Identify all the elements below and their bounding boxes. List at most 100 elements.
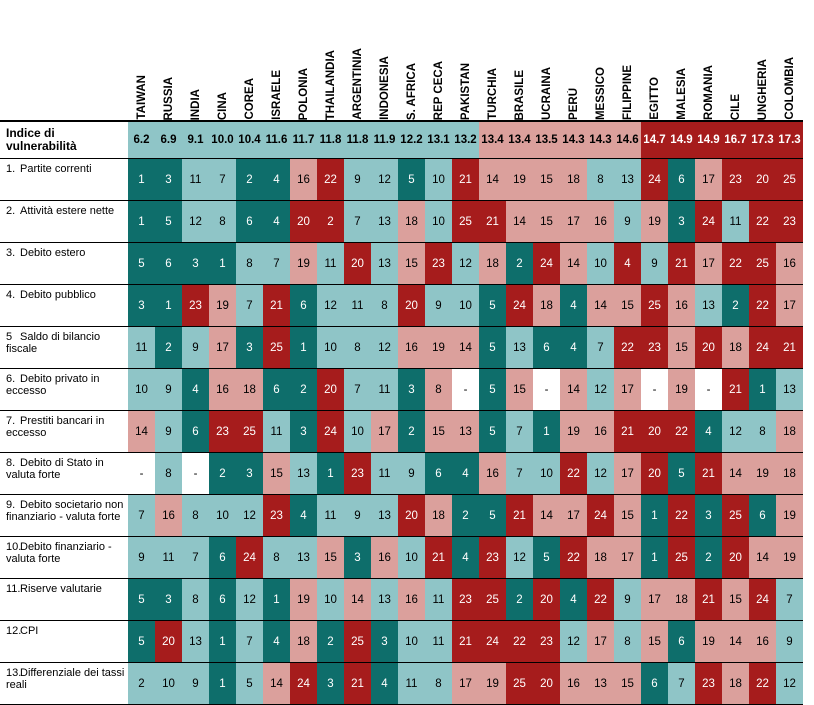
rank-cell: 15 [641,620,668,663]
rank-cell: 13 [290,536,317,579]
rank-cell: 17 [560,494,587,537]
country-header: UCRAINA [533,0,560,122]
rank-cell: 4 [371,662,398,705]
rank-cell: 11 [317,242,344,285]
indicator-row: 2. Attività estere nette 1 5 12 8 6 4 20 2 7 13 18 10… [0,200,803,243]
rank-cell: 4 [560,578,587,621]
country-header: POLONIA [290,0,317,122]
rank-cell: 25 [506,662,533,705]
rank-cell: 24 [587,494,614,537]
rank-cell: 12 [587,452,614,495]
rank-cell: 21 [452,620,479,663]
rank-cell: 13 [371,578,398,621]
rank-cell: 24 [533,242,560,285]
country-header: BRASILE [506,0,533,122]
rank-cell: 23 [452,578,479,621]
rank-cell: 2 [155,326,182,369]
rank-cell: 9 [614,578,641,621]
rank-cell: 15 [425,410,452,453]
rank-cell: 3 [290,410,317,453]
rank-cell: - [182,452,209,495]
rank-cell: 24 [236,536,263,579]
rank-cell: 20 [533,578,560,621]
rank-cell: 1 [749,368,776,411]
rank-cell: 21 [425,536,452,579]
country-label: UNGHERIA [756,58,769,120]
rank-cell: 12 [371,326,398,369]
indicator-row: 12.CPI 5 20 13 1 7 4 18 2 25 3 10 11 21 24 22 23 12 17 8 15 6… [0,620,803,663]
rank-cell: 7 [506,410,533,453]
rank-cell: 18 [425,494,452,537]
rank-cell: 9 [344,494,371,537]
rank-cell: 6 [641,662,668,705]
indicator-name: Debito finanziario - valuta forte [6,541,112,565]
indicator-label: 13.Differenziale dei tassi reali [0,662,128,705]
rank-cell: 10 [209,494,236,537]
rank-cell: 16 [587,410,614,453]
rank-cell: 4 [263,200,290,243]
country-header: INDONESIA [371,0,398,122]
rank-cell: 10 [425,158,452,201]
rank-cell: 5 [479,284,506,327]
rank-cell: 14 [560,368,587,411]
rank-cell: 3 [182,242,209,285]
rank-cell: 11 [722,200,749,243]
rank-cell: 9 [182,662,209,705]
rank-cell: 2 [128,662,155,705]
rank-cell: 2 [722,284,749,327]
rank-cell: 17 [371,410,398,453]
rank-cell: 18 [479,242,506,285]
rank-cell: 18 [560,158,587,201]
rank-cell: 8 [587,158,614,201]
rank-cell: 22 [587,578,614,621]
indicator-label: 12.CPI [0,620,128,663]
rank-cell: 23 [344,452,371,495]
rank-cell: 22 [317,158,344,201]
rank-cell: 23 [479,536,506,579]
indicator-label: 3. Debito estero [0,242,128,285]
index-row: Indice di vulnerabilità 6.2 6.9 9.1 10.0 10.4… [0,121,803,159]
country-header: ARGENTINIA [344,0,371,122]
rank-cell: 1 [290,326,317,369]
country-header: COLOMBIA [776,0,803,122]
rank-cell: 1 [209,662,236,705]
rank-cell: 3 [128,284,155,327]
rank-cell: 4 [290,494,317,537]
rank-cell: 20 [695,326,722,369]
rank-cell: 21 [452,158,479,201]
rank-cell: 22 [614,326,641,369]
country-header: RUSSIA [155,0,182,122]
rank-cell: 24 [479,620,506,663]
rank-cell: 5 [479,368,506,411]
rank-cell: 16 [398,578,425,621]
rank-cell: 25 [641,284,668,327]
indicator-name: Saldo di bilancio fiscale [6,331,101,355]
rank-cell: 2 [695,536,722,579]
rank-cell: 14 [263,662,290,705]
rank-cell: 2 [398,410,425,453]
rank-cell: 22 [722,242,749,285]
rank-cell: 21 [614,410,641,453]
rank-cell: 10 [155,662,182,705]
rank-cell: 6 [290,284,317,327]
index-value: 17.3 [776,121,803,159]
rank-cell: 19 [425,326,452,369]
rank-cell: 23 [533,620,560,663]
rank-cell: 20 [749,158,776,201]
index-value: 6.2 [128,121,155,159]
rank-cell: 4 [452,452,479,495]
country-label: PAKISTAN [459,62,472,120]
rank-cell: 12 [452,242,479,285]
rank-cell: 22 [749,200,776,243]
rank-cell: 19 [641,200,668,243]
rank-cell: 9 [398,452,425,495]
rank-cell: 23 [182,284,209,327]
rank-cell: 1 [128,158,155,201]
indicator-label: 8. Debito di Stato in valuta forte [0,452,128,495]
rank-cell: 21 [479,200,506,243]
index-value: 11.7 [290,121,317,159]
rank-cell: 8 [182,494,209,537]
rank-cell: 24 [641,158,668,201]
rank-cell: 24 [506,284,533,327]
rank-cell: 7 [236,620,263,663]
